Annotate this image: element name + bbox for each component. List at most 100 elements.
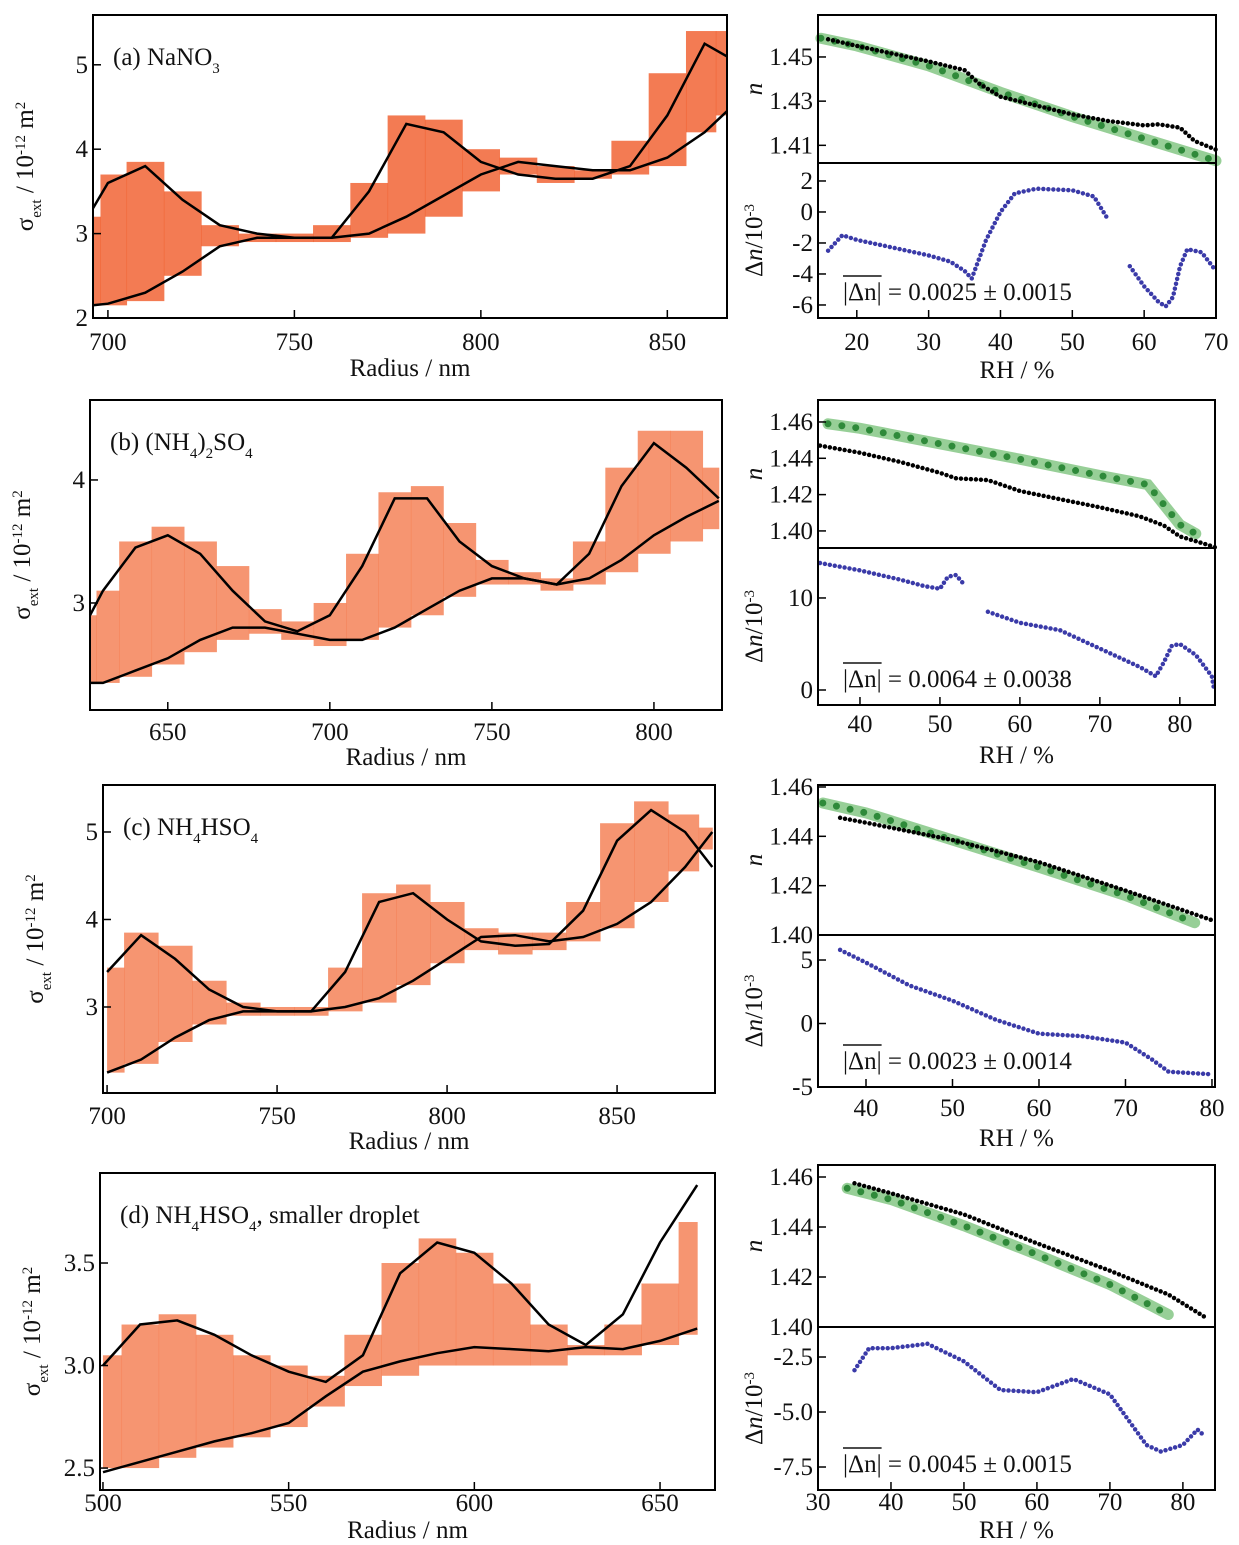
x-tick-label: 850 [649,329,687,356]
scatter-cloud [93,216,101,306]
scatter-cloud [126,161,165,302]
panel-label-part: ) [197,429,205,456]
plot-frame [89,399,723,711]
model-line [90,499,720,685]
y-tick-label: 10 [788,585,813,612]
x-tick-label: 60 [1024,1489,1049,1516]
y-tick-label: 2 [76,305,89,332]
plot-frame [817,1326,1216,1491]
x-tick-label: 50 [927,711,952,738]
y-axis-label-part: 2 [20,1267,36,1275]
y-axis-label-part: n [741,83,768,96]
annotation-symbol: |Δn| [843,279,882,306]
x-tick-label: 60 [1132,329,1157,356]
y-tick-label: -2 [792,230,813,257]
y-axis-label-part: n [741,1416,768,1429]
y-tick-label: 5 [76,52,89,79]
scatter-cloud [362,893,397,1003]
panel-label-part: 4 [251,831,259,847]
scatter-cloud [475,559,509,585]
x-tick-label: 600 [456,1490,494,1517]
scatter-cloud [464,928,499,951]
x-tick-label: 700 [88,1103,126,1130]
x-tick-label: 50 [1060,329,1085,356]
annotation-text: = 0.0025 ± 0.0015 [882,279,1072,306]
x-tick-label: 40 [988,329,1013,356]
y-axis-label-part: ext [36,1364,52,1383]
y-axis-label-part: 2 [23,874,39,882]
scatter-cloud [418,1238,457,1366]
data-points [825,186,1219,310]
x-axis-label: RH / % [980,357,1055,384]
panel-label-part: (c) NH [123,814,193,841]
x-tick-label: 70 [1087,711,1112,738]
model-line [106,808,714,1013]
y-tick-label: 1.42 [769,873,813,900]
y-axis-label-part: / 10 [19,1320,46,1364]
y-axis-label-part: / 10 [12,155,39,199]
y-axis-label-part: -3 [742,1372,758,1385]
annotation-symbol: |Δn| [843,1048,882,1075]
data-points [837,815,1215,923]
y-axis-label-part: / 10 [22,927,49,971]
y-axis-label: n [741,83,768,96]
x-tick-label: 70 [1097,1489,1122,1516]
y-tick-label: 3 [73,590,86,617]
data-points [817,560,1217,693]
model-line [88,441,720,633]
scatter-cloud [715,31,728,116]
x-tick-label: 650 [641,1490,679,1517]
x-tick-label: 20 [844,329,869,356]
y-tick-label: -7.5 [773,1454,813,1481]
x-tick-label: 750 [258,1103,296,1130]
y-axis-label-part: -3 [742,974,758,987]
y-tick-label: 5 [801,947,814,974]
y-axis-label: Δn/10-3 [741,974,768,1047]
x-tick-label: 40 [854,1095,879,1122]
data-points [852,1181,1208,1320]
x-tick-label: 60 [1026,1095,1051,1122]
x-tick-label: 40 [878,1489,903,1516]
scatter-cloud [604,1324,642,1356]
x-axis-label: RH / % [979,1517,1054,1544]
scatter-cloud [344,1334,383,1387]
panel-label-part: HSO [201,814,251,841]
y-axis-label-part: m [19,1274,46,1300]
y-axis-label-part: 2 [13,102,29,110]
y-tick-label: 0 [801,199,814,226]
y-axis-label: σext / 10-12 m2 [12,102,45,231]
y-tick-label: 3.5 [64,1250,95,1277]
x-tick-label: 800 [635,719,673,746]
panel-label-part: HSO [199,1202,249,1229]
scatter-cloud [702,467,720,530]
y-tick-label: 3.0 [64,1353,95,1380]
x-tick-label: 30 [806,1489,831,1516]
x-tick-label: 750 [473,719,511,746]
y-axis-label: σext / 10-12 m2 [22,874,55,1003]
scatter-cloud [634,801,669,902]
y-tick-label: 1.44 [769,445,813,472]
x-tick-label: 50 [940,1095,965,1122]
y-axis-label-part: -12 [20,1300,36,1320]
x-axis-label: Radius / nm [350,355,471,382]
scatter-cloud [124,932,159,1064]
scatter-cloud [492,1283,531,1366]
y-tick-label: 1.40 [769,518,813,545]
plot-frame [817,399,1216,549]
y-axis-label-part: -12 [13,135,29,155]
y-tick-label: 0 [801,1011,814,1038]
y-axis-label-part: / 10 [9,543,36,587]
x-tick-label: 80 [1167,711,1192,738]
y-axis-label-part: m [12,109,39,135]
y-tick-label: 2.5 [64,1455,95,1482]
y-axis-label-part: /10 [741,987,768,1019]
y-tick-label: -5 [792,1074,813,1101]
scatter-cloud [410,486,444,616]
x-axis-label: Radius / nm [347,1517,468,1544]
y-tick-label: 1.44 [769,823,813,850]
scatter-cloud [396,884,431,986]
scatter-cloud [102,1355,123,1469]
y-tick-label: 1.41 [769,132,813,159]
scatter-cloud [685,31,717,133]
